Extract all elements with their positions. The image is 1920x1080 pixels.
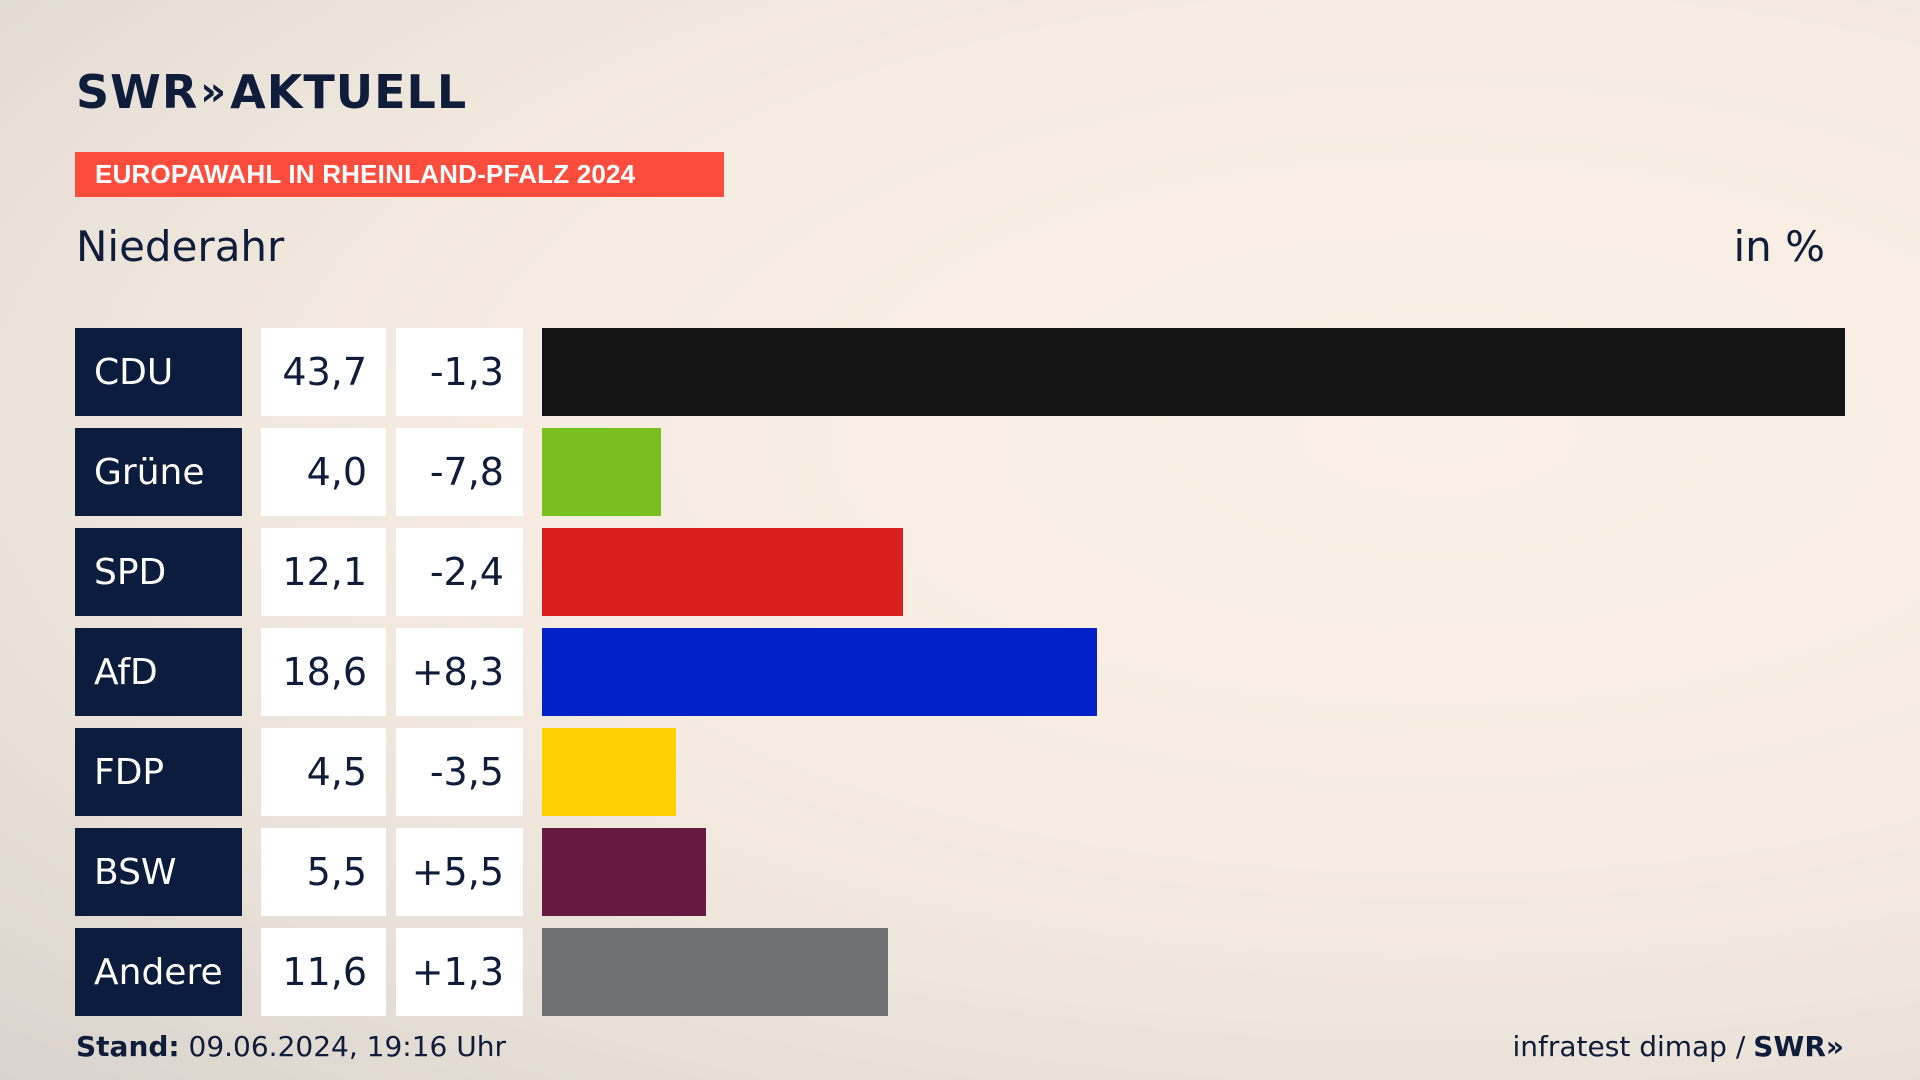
vote-share-value: 4,5 bbox=[261, 728, 386, 816]
source-credit: infratest dimap / SWR» bbox=[1512, 1030, 1844, 1063]
chevron-right-icon: » bbox=[200, 69, 226, 115]
swr-logo-small: SWR» bbox=[1753, 1030, 1844, 1063]
result-bar bbox=[542, 828, 706, 916]
result-row: AfD 18,6 +8,3 bbox=[75, 628, 1845, 716]
vote-change-value: -3,5 bbox=[396, 728, 523, 816]
result-row: CDU 43,7 -1,3 bbox=[75, 328, 1845, 416]
result-row: Grüne 4,0 -7,8 bbox=[75, 428, 1845, 516]
party-label: Andere bbox=[75, 928, 242, 1016]
place-title: Niederahr bbox=[76, 222, 285, 271]
vote-share-value: 11,6 bbox=[261, 928, 386, 1016]
result-bar bbox=[542, 528, 903, 616]
vote-share-value: 18,6 bbox=[261, 628, 386, 716]
timestamp: Stand: 09.06.2024, 19:16 Uhr bbox=[76, 1030, 506, 1063]
election-banner: EUROPAWAHL IN RHEINLAND-PFALZ 2024 bbox=[75, 152, 724, 197]
result-bar bbox=[542, 628, 1097, 716]
swr-aktuell-logo: SWR » AKTUELL bbox=[76, 65, 468, 119]
logo-swr-text: SWR bbox=[76, 65, 199, 119]
vote-share-value: 12,1 bbox=[261, 528, 386, 616]
result-row: SPD 12,1 -2,4 bbox=[75, 528, 1845, 616]
party-label: BSW bbox=[75, 828, 242, 916]
party-label: SPD bbox=[75, 528, 242, 616]
result-bar bbox=[542, 428, 661, 516]
result-row: BSW 5,5 +5,5 bbox=[75, 828, 1845, 916]
vote-share-value: 43,7 bbox=[261, 328, 386, 416]
result-row: FDP 4,5 -3,5 bbox=[75, 728, 1845, 816]
party-label: AfD bbox=[75, 628, 242, 716]
stand-label: Stand: bbox=[76, 1030, 180, 1063]
party-label: Grüne bbox=[75, 428, 242, 516]
unit-label: in % bbox=[1733, 222, 1825, 271]
vote-change-value: -2,4 bbox=[396, 528, 523, 616]
logo-aktuell-text: AKTUELL bbox=[230, 65, 468, 119]
vote-share-value: 4,0 bbox=[261, 428, 386, 516]
result-bar bbox=[542, 728, 676, 816]
result-bar bbox=[542, 328, 1845, 416]
party-label: FDP bbox=[75, 728, 242, 816]
result-row: Andere 11,6 +1,3 bbox=[75, 928, 1845, 1016]
result-bar bbox=[542, 928, 888, 1016]
vote-change-value: +5,5 bbox=[396, 828, 523, 916]
vote-change-value: +8,3 bbox=[396, 628, 523, 716]
vote-share-value: 5,5 bbox=[261, 828, 386, 916]
stand-value: 09.06.2024, 19:16 Uhr bbox=[179, 1030, 506, 1063]
vote-change-value: +1,3 bbox=[396, 928, 523, 1016]
source-text: infratest dimap / bbox=[1512, 1030, 1746, 1063]
vote-change-value: -1,3 bbox=[396, 328, 523, 416]
vote-change-value: -7,8 bbox=[396, 428, 523, 516]
party-label: CDU bbox=[75, 328, 242, 416]
